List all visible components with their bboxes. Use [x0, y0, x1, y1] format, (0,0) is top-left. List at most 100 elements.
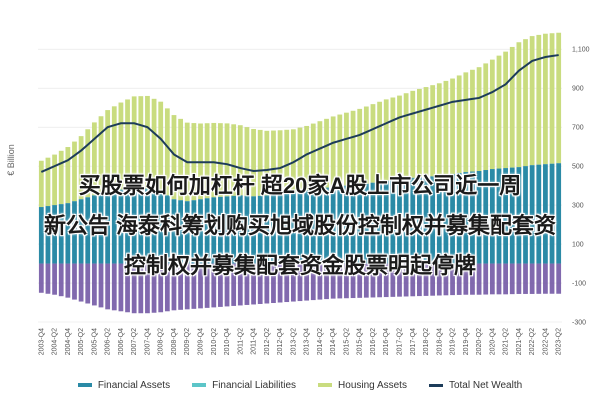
financial-assets-bar: [310, 189, 316, 264]
financial-assets-bar: [204, 198, 210, 264]
financial-assets-bar: [244, 195, 250, 264]
housing-assets-bar: [45, 157, 51, 207]
legend-swatch-total-net-wealth: [428, 383, 443, 387]
financial-assets-bar: [38, 207, 44, 264]
y-tick-label: -100: [572, 281, 586, 288]
headline-line-2: 新公告 海泰科筹划购买旭域股份控制权并募集配套资: [43, 213, 557, 238]
legend-label-total-net-wealth: Total Net Wealth: [448, 379, 523, 391]
financial-liabilities-bar: [383, 263, 389, 298]
financial-assets-bar: [231, 195, 237, 264]
x-tick-label: 2009-Q2: [184, 328, 191, 355]
x-tick-label: 2019-Q4: [463, 328, 470, 355]
housing-assets-bar: [98, 116, 104, 194]
financial-assets-bar: [284, 192, 290, 264]
housing-assets-bar: [211, 122, 217, 198]
x-tick-label: 2015-Q2: [343, 328, 350, 355]
financial-liabilities-bar: [417, 263, 422, 297]
housing-assets-bar: [503, 51, 509, 169]
financial-liabilities-bar: [436, 263, 442, 296]
housing-assets-bar: [370, 104, 376, 183]
financial-assets-bar: [556, 163, 562, 264]
housing-assets-bar: [158, 101, 164, 192]
x-tick-label: 2004-Q4: [65, 328, 72, 355]
financial-assets-bar: [151, 189, 157, 264]
financial-assets-bar: [344, 185, 349, 264]
financial-liabilities-bar: [536, 263, 542, 294]
x-tick-label: 2007-Q2: [131, 328, 138, 355]
financial-liabilities-bar: [344, 263, 349, 299]
housing-assets-bar: [310, 123, 316, 190]
housing-assets-bar: [105, 110, 111, 192]
x-tick-label: 2013-Q4: [304, 328, 311, 355]
housing-assets-bar: [118, 102, 124, 190]
financial-liabilities-bar: [45, 263, 51, 294]
housing-assets-bar: [244, 127, 250, 196]
financial-liabilities-bar: [549, 263, 555, 294]
x-tick-label: 2022-Q2: [529, 328, 536, 355]
y-axis-ticks: -300 -100 100 300 500 700 900 1,100: [572, 47, 590, 327]
financial-assets-bar: [417, 177, 422, 264]
housing-assets-bar: [178, 118, 183, 201]
financial-liabilities-bar: [257, 263, 263, 304]
housing-assets-bar: [304, 125, 310, 191]
financial-assets-bar: [330, 186, 336, 264]
financial-assets-bar: [118, 189, 124, 264]
housing-assets-bar: [131, 96, 137, 188]
financial-liabilities-bar: [456, 263, 462, 295]
housing-assets-bar: [251, 128, 256, 197]
financial-liabilities-bar: [85, 263, 91, 304]
financial-assets-bar: [463, 171, 469, 264]
financial-assets-bar: [85, 197, 91, 264]
financial-assets-bar: [72, 201, 77, 264]
legend-swatch-financial-assets: [77, 383, 92, 387]
financial-assets-bar: [111, 190, 117, 264]
x-tick-label: 2007-Q4: [144, 328, 151, 355]
y-axis-label: € Billion: [6, 144, 16, 176]
x-tick-label: 2013-Q2: [290, 328, 297, 355]
x-tick-label: 2020-Q2: [476, 328, 483, 355]
financial-assets-bar: [184, 201, 190, 264]
financial-assets-bar: [145, 188, 150, 264]
housing-assets-bar: [330, 116, 336, 187]
housing-assets-bar: [58, 150, 64, 205]
financial-liabilities-bar: [38, 263, 44, 293]
housing-assets-bar: [410, 90, 416, 178]
financial-liabilities-bar: [397, 263, 402, 297]
financial-assets-bar: [304, 190, 310, 264]
financial-assets-bar: [549, 163, 555, 264]
housing-assets-bar: [271, 130, 276, 195]
housing-assets-bar: [264, 130, 270, 196]
housing-assets-bar: [516, 42, 522, 168]
housing-assets-bar: [284, 129, 290, 193]
x-tick-label: 2016-Q2: [370, 328, 377, 355]
financial-assets-bar: [523, 166, 528, 264]
housing-assets-bar: [38, 160, 44, 208]
financial-assets-bar: [164, 195, 170, 264]
bars: [38, 32, 562, 314]
financial-assets-bar: [264, 195, 270, 264]
legend-label-financial-assets: Financial Assets: [97, 379, 171, 391]
financial-liabilities-bar: [324, 263, 329, 300]
x-tick-label: 2012-Q4: [277, 328, 284, 355]
financial-liabilities-bar: [430, 263, 436, 296]
x-tick-label: 2012-Q2: [264, 328, 271, 355]
financial-liabilities-bar: [363, 263, 369, 298]
financial-liabilities-bar: [118, 263, 124, 312]
financial-liabilities-bar: [211, 263, 217, 308]
housing-assets-bar: [357, 108, 363, 185]
housing-assets-bar: [65, 147, 71, 204]
financial-liabilities-bar: [543, 263, 548, 294]
financial-assets-bar: [178, 200, 183, 264]
financial-assets-bar: [529, 165, 535, 264]
headline-line-1: 买股票如何加杠杆 超20家A股上市公司近一周: [78, 173, 522, 198]
housing-assets-bar: [383, 99, 389, 181]
financial-liabilities-bar: [178, 263, 183, 310]
financial-assets-bar: [370, 182, 376, 264]
financial-liabilities-bar: [231, 263, 237, 306]
financial-liabilities-bar: [171, 263, 177, 311]
financial-liabilities-bar: [72, 263, 77, 300]
financial-liabilities-bar: [52, 263, 57, 295]
housing-assets-bar: [231, 124, 237, 196]
financial-liabilities-bar: [483, 263, 489, 295]
housing-assets-bar: [164, 108, 170, 196]
